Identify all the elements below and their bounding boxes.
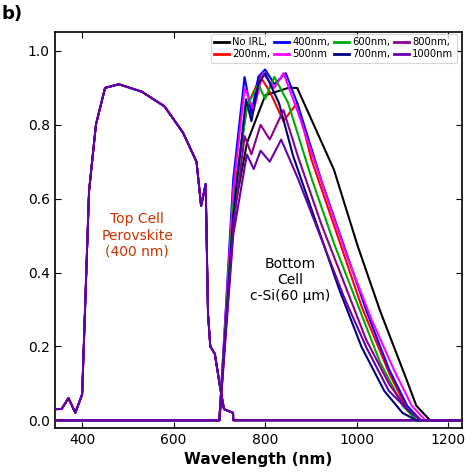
Text: Bottom
Cell
c-Si(60 μm): Bottom Cell c-Si(60 μm) xyxy=(250,257,330,303)
Text: Top Cell
Perovskite
(400 nm): Top Cell Perovskite (400 nm) xyxy=(101,212,173,259)
Text: b): b) xyxy=(2,5,23,23)
X-axis label: Wavelength (nm): Wavelength (nm) xyxy=(184,452,332,467)
Legend: No IRL,, 200nm,, 400nm,, 500nm, 600nm,, 700nm,, 800nm,, 1000nm: No IRL,, 200nm,, 400nm,, 500nm, 600nm,, … xyxy=(211,34,457,63)
